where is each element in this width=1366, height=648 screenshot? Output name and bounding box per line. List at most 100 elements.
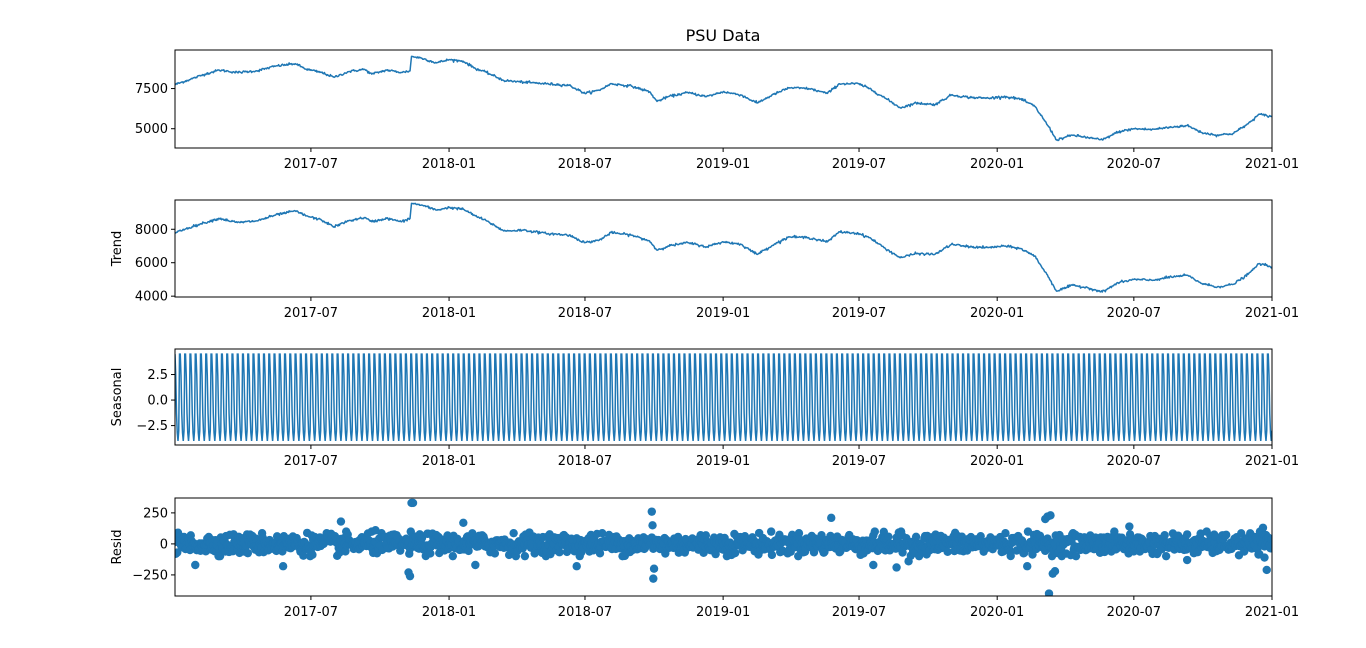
x-tick-label: 2018-01 <box>422 454 476 469</box>
x-tick-label: 2021-01 <box>1245 454 1299 469</box>
resid-point <box>884 532 893 541</box>
x-tick-label: 2018-01 <box>422 306 476 321</box>
resid-point <box>1161 551 1171 561</box>
x-tick-label: 2021-01 <box>1245 157 1299 172</box>
resid-outlier-point <box>649 574 658 583</box>
x-tick-label: 2018-01 <box>422 605 476 620</box>
x-tick-label: 2020-07 <box>1107 454 1161 469</box>
resid-point <box>243 548 253 558</box>
x-tick-label: 2019-01 <box>696 605 750 620</box>
panel-4: −250 0 250 2017-07 2018-01 2018-07 2019-01 2019… <box>110 497 1299 620</box>
plot-area <box>175 55 1272 142</box>
resid-outlier-point <box>1260 553 1269 562</box>
resid-point <box>730 548 740 558</box>
resid-point <box>1071 551 1081 561</box>
x-tick-label: 2019-07 <box>832 454 886 469</box>
x-tick-label: 2020-01 <box>970 605 1024 620</box>
x-tick-label: 2019-07 <box>832 306 886 321</box>
x-tick-label: 2020-01 <box>970 454 1024 469</box>
resid-outlier-point <box>1258 523 1268 532</box>
plot-area <box>175 353 1272 441</box>
series-line <box>175 202 1272 293</box>
resid-point <box>598 528 607 538</box>
y-axis-label: Seasonal <box>110 368 125 427</box>
y-tick-label: 4000 <box>135 290 168 305</box>
resid-point <box>1182 530 1192 539</box>
resid-point <box>766 527 776 536</box>
resid-outlier-point <box>459 518 468 528</box>
x-tick-label: 2018-07 <box>558 306 612 321</box>
plot-area <box>175 498 1272 596</box>
x-tick-label: 2017-07 <box>284 157 338 172</box>
resid-point <box>794 529 804 538</box>
resid-outlier-point <box>1046 511 1055 520</box>
x-tick-label: 2017-07 <box>284 605 338 620</box>
axes-frame <box>174 199 1273 298</box>
x-tick-label: 2017-07 <box>284 454 338 469</box>
resid-point <box>520 551 530 561</box>
x-tick-label: 2019-01 <box>696 157 750 172</box>
resid-point <box>1267 541 1272 550</box>
resid-outlier-point <box>1182 555 1192 565</box>
resid-point <box>299 551 308 560</box>
x-tick-label: 2020-07 <box>1107 157 1161 172</box>
resid-point <box>595 549 605 558</box>
panel-1: 5000 7500 2017-07 2018-01 2018-07 2019-01 2019… <box>135 49 1299 172</box>
x-tick-label: 2020-01 <box>970 157 1024 172</box>
x-tick-label: 2020-07 <box>1107 306 1161 321</box>
resid-point <box>711 549 720 559</box>
resid-outlier-point <box>648 521 657 530</box>
x-tick-label: 2018-01 <box>422 157 476 172</box>
x-tick-label: 2020-07 <box>1107 605 1161 620</box>
y-tick-label: 2.5 <box>147 368 168 383</box>
y-tick-label: 6000 <box>135 256 168 271</box>
y-axis-label: Trend <box>110 231 125 268</box>
resid-outlier-point <box>904 557 913 566</box>
resid-point <box>426 549 435 558</box>
resid-point <box>468 529 477 538</box>
y-tick-label: −2.5 <box>136 419 168 434</box>
x-tick-label: 2021-01 <box>1245 306 1299 321</box>
series-line <box>175 55 1272 142</box>
y-tick-label: 7500 <box>135 82 168 97</box>
resid-outlier-point <box>278 562 288 571</box>
x-tick-label: 2019-07 <box>832 605 886 620</box>
y-tick-label: 8000 <box>135 223 168 238</box>
resid-outlier-point <box>408 498 418 508</box>
axes-frame <box>174 49 1273 149</box>
panel-2: 4000 6000 8000 2017-07 2018-01 2018-07 2019-01… <box>110 199 1299 321</box>
resid-outlier-point <box>1262 565 1271 575</box>
resid-point <box>509 528 518 538</box>
resid-outlier-point <box>336 517 346 526</box>
resid-point <box>1110 527 1119 536</box>
panel-3: −2.5 0.0 2.5 2017-07 2018-01 2018-07 2019-01 20… <box>110 348 1299 469</box>
x-tick-label: 2017-07 <box>284 306 338 321</box>
figure-title: PSU Data <box>686 26 761 45</box>
y-tick-label: 0.0 <box>147 394 168 409</box>
x-tick-label: 2018-07 <box>558 605 612 620</box>
resid-outlier-point <box>827 513 836 523</box>
resid-outlier-point <box>892 563 901 572</box>
resid-point <box>490 549 500 558</box>
resid-outlier-point <box>371 526 380 535</box>
x-tick-label: 2019-07 <box>832 157 886 172</box>
resid-point <box>308 550 317 559</box>
resid-point <box>1006 551 1015 561</box>
y-tick-label: −250 <box>132 568 168 583</box>
resid-point <box>272 532 282 541</box>
seasonal-line <box>175 353 1272 441</box>
resid-point <box>1160 531 1169 540</box>
resid-point <box>767 550 777 560</box>
x-tick-label: 2018-07 <box>558 454 612 469</box>
resid-outlier-point <box>1023 562 1032 571</box>
resid-outlier-point <box>1125 522 1134 531</box>
resid-point <box>1001 529 1010 538</box>
resid-outlier-point <box>869 560 878 570</box>
x-tick-label: 2020-01 <box>970 306 1024 321</box>
resid-point <box>1222 530 1231 540</box>
resid-point <box>555 548 564 557</box>
y-axis-label: Resid <box>110 529 125 564</box>
resid-outlier-point <box>649 564 659 573</box>
resid-outlier-point <box>572 562 581 571</box>
